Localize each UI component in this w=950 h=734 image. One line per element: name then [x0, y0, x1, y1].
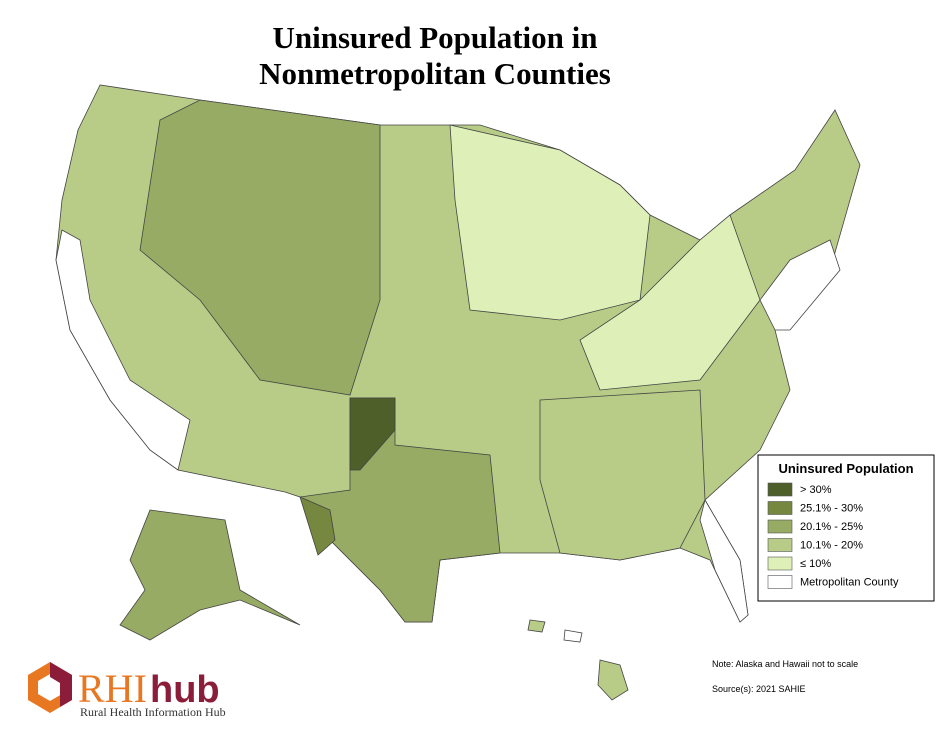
florida-metro: [699, 498, 749, 623]
legend-swatch: [767, 519, 793, 534]
appalachia-region: [579, 214, 761, 391]
legend-swatch: [767, 482, 793, 497]
logo-hub: hub: [150, 669, 220, 711]
title-line: Uninsured Population in: [272, 20, 597, 55]
legend-label: > 30%: [800, 484, 832, 496]
logo: RHI hub Rural Health Information Hub: [28, 662, 226, 719]
legend-label: 10.1% - 20%: [800, 540, 863, 552]
title-line: Nonmetropolitan Counties: [259, 56, 611, 91]
midwest-region: [449, 124, 651, 321]
scale-note: Note: Alaska and Hawaii not to scale: [712, 659, 858, 669]
big-bend-region: [299, 496, 336, 556]
legend-swatch: [767, 575, 793, 589]
hawaii: [527, 619, 546, 633]
mountain-region: [139, 99, 381, 396]
legend-label: Metropolitan County: [800, 577, 899, 589]
logo-rhi: RHI: [78, 666, 147, 711]
legend: Uninsured Population > 30% 25.1% - 30% 20.…: [757, 454, 935, 602]
legend-label: 25.1% - 30%: [800, 503, 863, 515]
us-map: [55, 84, 861, 701]
hawaii: [563, 629, 583, 643]
legend-title: Uninsured Population: [778, 461, 913, 476]
legend-label: ≤ 10%: [800, 558, 831, 570]
hawaii: [597, 659, 629, 701]
legend-label: 20.1% - 25%: [800, 521, 863, 533]
legend-swatch: [767, 556, 793, 571]
southeast-region: [539, 389, 706, 561]
logo-hexagon-inner: [38, 674, 62, 701]
legend-swatch: [767, 538, 793, 552]
source-note: Source(s): 2021 SAHIE: [712, 684, 806, 694]
panhandle-region: [349, 397, 396, 471]
logo-subtitle: Rural Health Information Hub: [80, 705, 226, 719]
alaska: [119, 509, 301, 641]
legend-swatch: [767, 501, 793, 515]
west-coast-metro: [55, 229, 191, 471]
logo-hexagon-accent: [50, 662, 72, 707]
northeast-metro: [759, 239, 841, 331]
legend-items: > 30% 25.1% - 30% 20.1% - 25% 10.1% - 20% ≤ …: [767, 482, 899, 589]
